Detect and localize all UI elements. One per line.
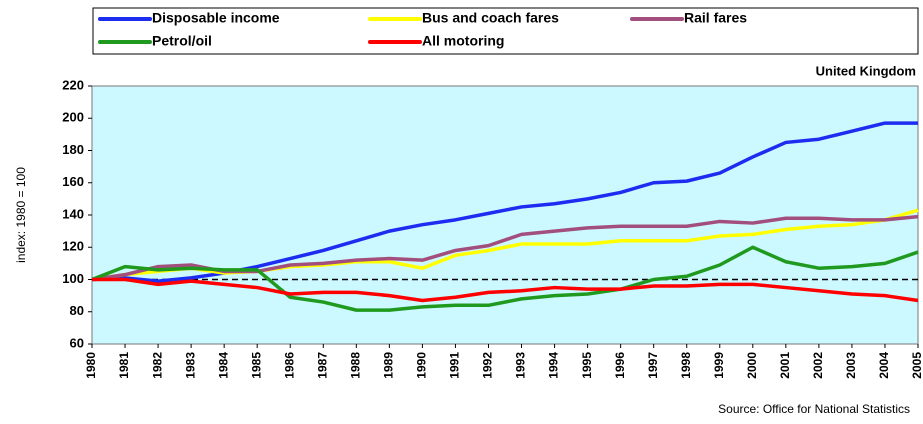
- x-tick-label: 1982: [150, 352, 164, 379]
- x-tick-label: 1990: [415, 352, 429, 379]
- y-tick-label: 160: [62, 174, 84, 189]
- y-tick-label: 120: [62, 239, 84, 254]
- x-tick-label: 2005: [910, 352, 923, 379]
- x-tick-label: 1992: [481, 352, 495, 379]
- x-tick-label: 2000: [745, 352, 759, 379]
- y-tick-label: 220: [62, 77, 84, 92]
- series-line: [91, 245, 919, 312]
- x-tick-label: 2002: [811, 352, 825, 379]
- y-tick-label: 200: [62, 110, 84, 125]
- y-tick-label: 100: [62, 271, 84, 286]
- x-tick-label: 1991: [448, 352, 462, 379]
- y-tick-label: 180: [62, 142, 84, 157]
- x-tick-label: 1981: [117, 352, 131, 379]
- x-tick-label: 1998: [679, 352, 693, 379]
- x-tick-label: 1986: [282, 352, 296, 379]
- legend-label: Disposable income: [152, 10, 280, 26]
- x-tick-label: 1983: [183, 352, 197, 379]
- x-tick-label: 1989: [382, 352, 396, 379]
- x-tick-label: 1993: [514, 352, 528, 379]
- x-tick-label: 1999: [712, 352, 726, 379]
- x-tick-label: 1996: [613, 352, 627, 379]
- x-tick-label: 2003: [844, 352, 858, 379]
- x-tick-label: 1987: [315, 352, 329, 379]
- y-axis-label: index: 1980 = 100: [14, 167, 28, 263]
- x-tick-label: 2001: [778, 352, 792, 379]
- y-tick-label: 140: [62, 206, 84, 221]
- legend-label: All motoring: [422, 33, 504, 49]
- legend-box: [92, 7, 919, 55]
- x-tick-label: 2004: [877, 352, 891, 379]
- x-tick-label: 1988: [348, 352, 362, 379]
- source: Source: Office for National Statistics: [718, 402, 910, 416]
- series-line: [92, 277, 919, 303]
- x-tick-label: 1997: [646, 352, 660, 379]
- x-tick-label: 1984: [216, 352, 230, 379]
- y-tick-label: 80: [70, 303, 84, 318]
- x-tick-label: 1994: [547, 352, 561, 379]
- plot-area: [91, 85, 919, 345]
- y-tick-label: 60: [70, 335, 84, 350]
- legend-label: Bus and coach fares: [422, 10, 559, 26]
- x-tick-label: 1980: [84, 352, 98, 379]
- legend-label: Rail fares: [684, 10, 747, 26]
- subtitle: United Kingdom: [816, 63, 916, 78]
- legend-label: Petrol/oil: [152, 33, 212, 49]
- x-tick-label: 1995: [580, 352, 594, 379]
- x-tick-label: 1985: [249, 352, 263, 379]
